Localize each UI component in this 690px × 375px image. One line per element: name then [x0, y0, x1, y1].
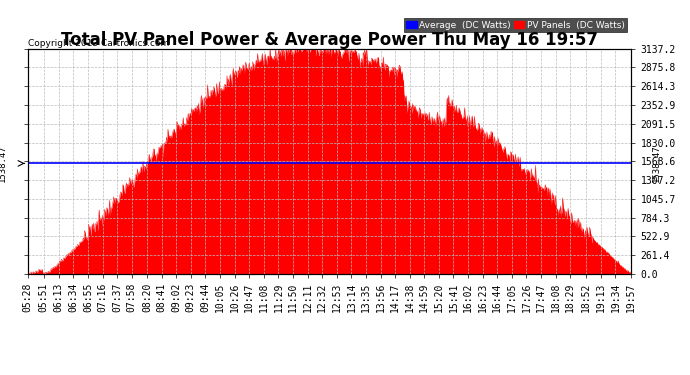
Legend: Average  (DC Watts), PV Panels  (DC Watts): Average (DC Watts), PV Panels (DC Watts)	[404, 18, 627, 32]
Text: 1538.47: 1538.47	[652, 145, 661, 182]
Text: 1538.47: 1538.47	[0, 145, 7, 182]
Text: Copyright 2013 Cartronics.com: Copyright 2013 Cartronics.com	[28, 39, 169, 48]
Title: Total PV Panel Power & Average Power Thu May 16 19:57: Total PV Panel Power & Average Power Thu…	[61, 31, 598, 49]
